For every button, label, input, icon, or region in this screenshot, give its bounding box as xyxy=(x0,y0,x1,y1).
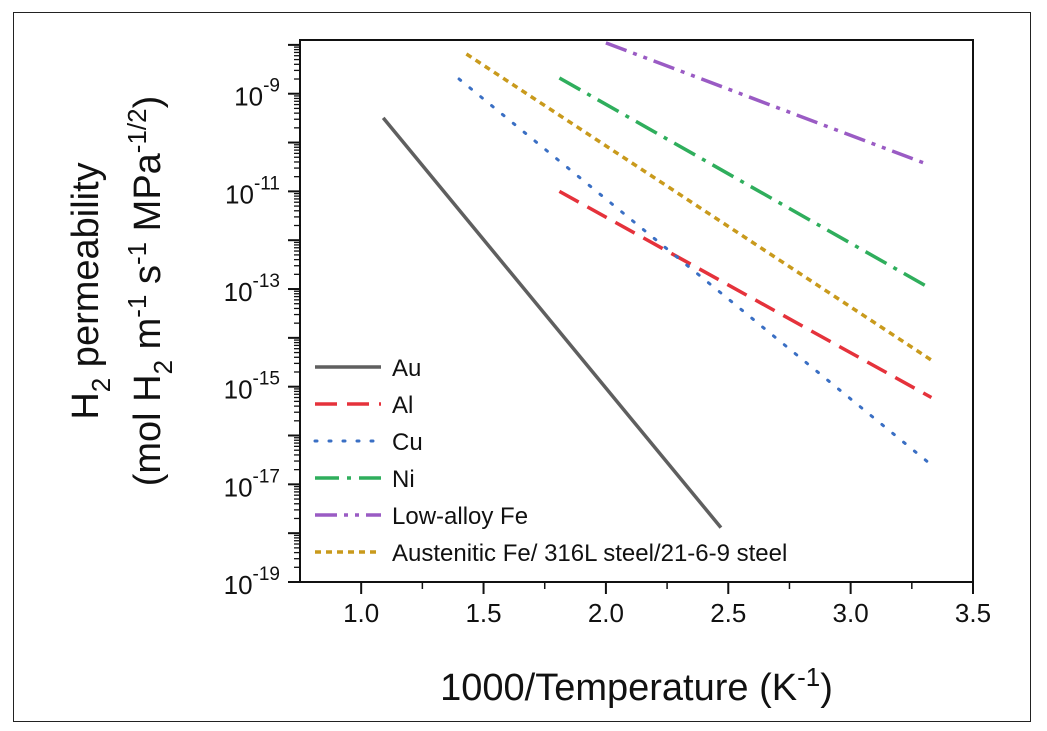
axes-box xyxy=(299,39,974,583)
series-line-austenitic-fe-316l-steel-21-6-9-steel xyxy=(465,52,933,362)
series-line-ni xyxy=(558,76,933,291)
legend-label: Ni xyxy=(392,466,415,493)
x-tick-label: 3.0 xyxy=(833,598,869,628)
x-tick-label: 2.0 xyxy=(588,598,624,628)
legend-label: Cu xyxy=(392,429,423,456)
x-tick-label: 2.5 xyxy=(710,598,746,628)
series-line-au xyxy=(381,116,723,529)
x-axis-ticks: 1.0 1.5 2.0 2.5 3.0 3.5 xyxy=(343,582,991,628)
series-line-al xyxy=(558,189,933,400)
figure-frame xyxy=(13,12,1031,722)
x-tick-label: 1.5 xyxy=(465,598,501,628)
y-tick-label: 10-9 xyxy=(234,76,280,112)
series-line-cu xyxy=(457,77,933,467)
series-line-low-alloy-fe xyxy=(605,41,925,165)
y-axis-title-line2: (mol H2 m-1 s-1 MPa-1/2) xyxy=(122,96,178,487)
y-axis-title-line1: H2 permeability xyxy=(65,162,116,419)
x-axis-title: 1000/Temperature (K-1) xyxy=(440,662,833,709)
y-axis-ticks: 10-19 10-17 10-15 10-13 10-11 10-9 xyxy=(224,43,300,600)
legend: Au Al Cu Ni Low-alloy Fe Austenitic Fe/ 316L … xyxy=(313,355,787,567)
y-tick-label: 10-15 xyxy=(224,369,280,405)
x-tick-label: 3.5 xyxy=(955,598,991,628)
x-tick-label: 1.0 xyxy=(343,598,379,628)
y-tick-label: 10-17 xyxy=(224,466,280,502)
legend-label: Low-alloy Fe xyxy=(392,503,528,530)
series-layer xyxy=(381,41,933,529)
y-tick-label: 10-19 xyxy=(224,564,280,600)
legend-label: Au xyxy=(392,355,421,382)
y-tick-label: 10-13 xyxy=(224,271,280,307)
plot-area xyxy=(299,39,974,583)
legend-label: Austenitic Fe/ 316L steel/21-6-9 steel xyxy=(392,540,787,567)
y-tick-label: 10-11 xyxy=(225,173,280,209)
legend-label: Al xyxy=(392,392,413,419)
